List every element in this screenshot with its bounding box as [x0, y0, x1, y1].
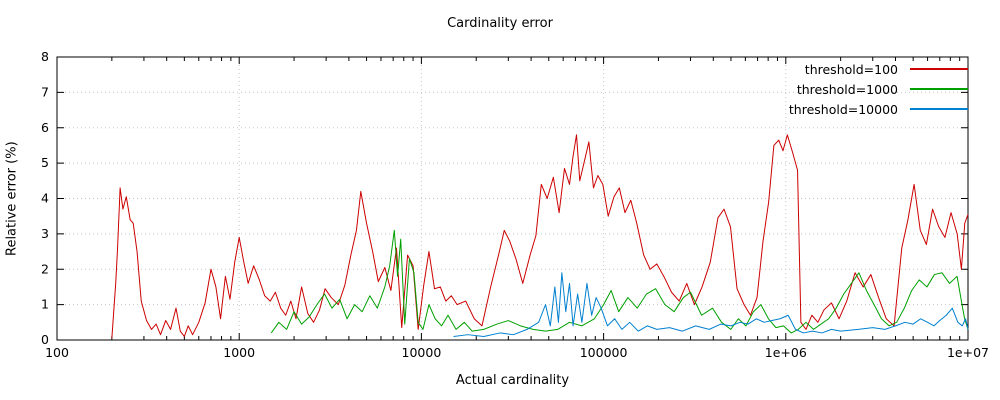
x-tick-label: 1000: [223, 345, 255, 360]
chart-title: Cardinality error: [447, 16, 553, 31]
legend-item: threshold=10000: [788, 101, 968, 117]
legend-label: threshold=100: [804, 61, 898, 77]
y-tick-label: 3: [41, 226, 49, 241]
x-tick-label: 100000: [580, 345, 628, 360]
y-axis-label: Relative error (%): [4, 141, 20, 256]
legend-line-swatch: [910, 108, 968, 110]
legend-label: threshold=10000: [788, 101, 898, 117]
y-tick-label: 8: [41, 49, 49, 64]
y-tick-label: 2: [41, 261, 49, 276]
y-tick-label: 4: [41, 191, 49, 206]
legend: threshold=100 threshold=1000 threshold=100…: [788, 61, 968, 117]
y-tick-label: 5: [41, 155, 49, 170]
legend-label: threshold=1000: [796, 81, 898, 97]
x-tick-label: 100: [45, 345, 69, 360]
y-tick-label: 1: [41, 297, 49, 312]
legend-line-swatch: [910, 68, 968, 70]
y-tick-label: 0: [41, 332, 49, 347]
x-tick-label: 1e+07: [947, 345, 989, 360]
series-line-threshold-1000: [270, 229, 969, 334]
x-axis-label: Actual cardinality: [455, 373, 570, 388]
legend-item: threshold=1000: [789, 81, 968, 97]
y-tick-label: 7: [41, 84, 49, 99]
legend-item: threshold=100: [789, 61, 968, 77]
series-line-threshold-10000: [453, 272, 969, 337]
x-tick-label: 10000: [402, 345, 442, 360]
y-tick-label: 6: [41, 120, 49, 135]
plot-border: [56, 56, 969, 341]
series-line-threshold-100: [111, 134, 969, 339]
legend-line-swatch: [910, 88, 968, 90]
x-tick-label: 1e+06: [765, 345, 807, 360]
